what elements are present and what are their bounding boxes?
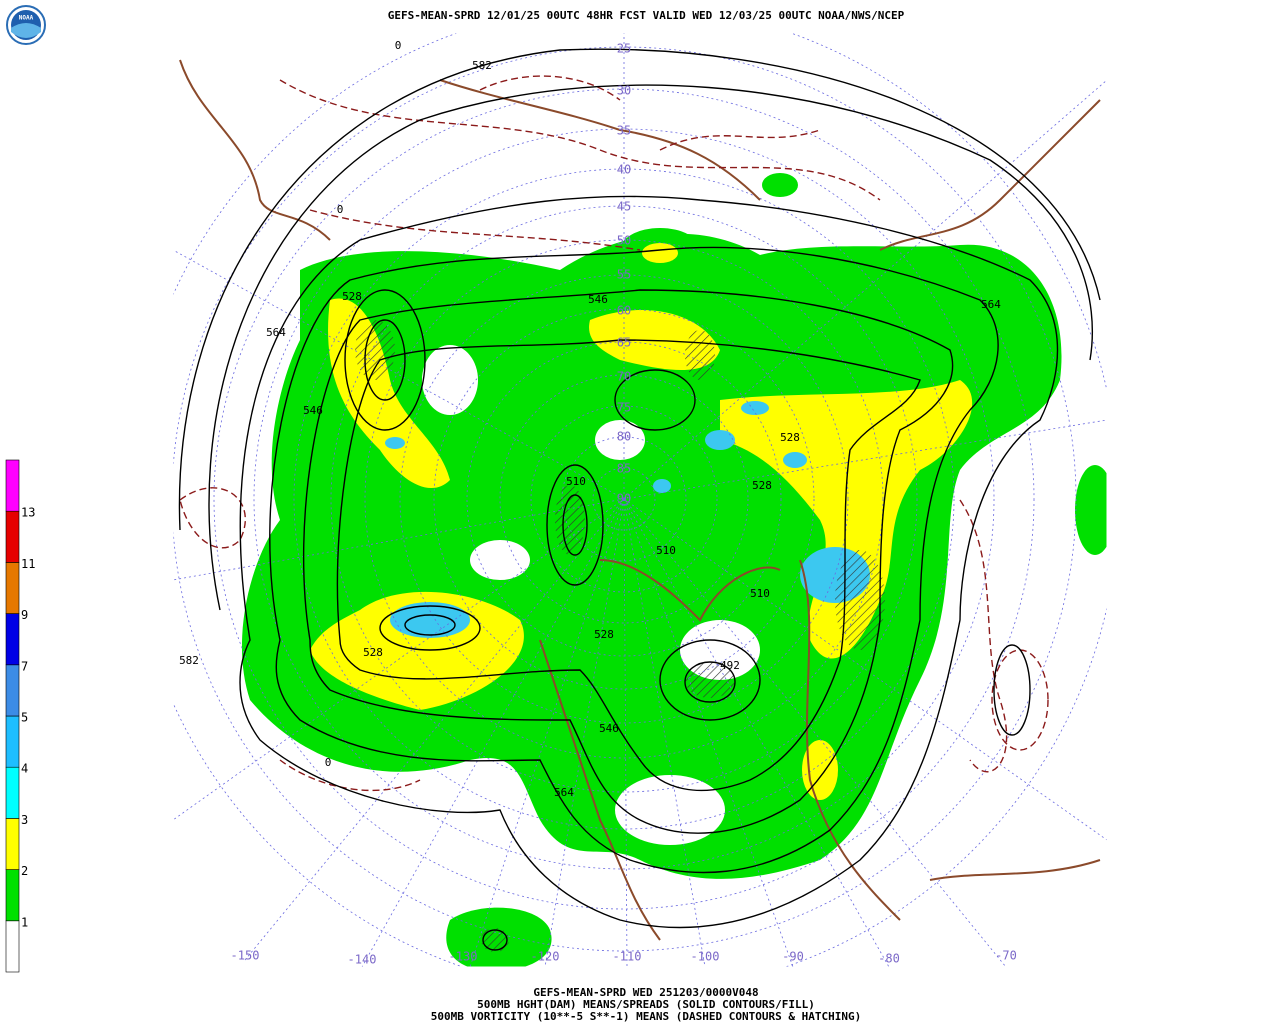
footer-line: GEFS-MEAN-SPRD WED 251203/0000V048	[533, 986, 758, 999]
contour-label: 510	[656, 544, 676, 557]
contour-label: 564	[981, 298, 1001, 311]
colorbar-label: 2	[21, 864, 28, 878]
latitude-label: 30	[617, 84, 631, 98]
colorbar-segment	[5, 664, 20, 717]
contour-label: 510	[566, 475, 586, 488]
colorbar-segment	[5, 510, 20, 563]
footer-line: 500MB VORTICITY (10**-5 S**-1) MEANS (DA…	[431, 1010, 861, 1023]
contour-label: 0	[337, 203, 344, 216]
footer-line: 500MB HGHT(DAM) MEANS/SPREADS (SOLID CON…	[477, 998, 815, 1011]
colorbar-label: 11	[21, 557, 35, 571]
latitude-label: 90	[617, 492, 631, 506]
contour-label: 492	[720, 659, 740, 672]
height-contours	[178, 48, 1101, 951]
contour-label: 564	[266, 326, 286, 339]
colorbar: 1 2 3 4 5 7 9 11 13	[5, 459, 35, 973]
title: GEFS-MEAN-SPRD 12/01/25 00UTC 48HR FCST …	[388, 9, 905, 22]
contour-label: 0	[395, 39, 402, 52]
longitude-label: -80	[878, 952, 900, 966]
contour-label: 582	[179, 654, 199, 667]
colorbar-label: 9	[21, 608, 28, 622]
colorbar-label: 5	[21, 711, 28, 725]
latitude-label: 55	[617, 268, 631, 282]
colorbar-label: 4	[21, 762, 28, 776]
contour-label: 546	[303, 404, 323, 417]
latitude-label: 50	[617, 234, 631, 248]
colorbar-segment	[5, 818, 20, 870]
logo-text: NOAA	[19, 15, 34, 22]
footer: GEFS-MEAN-SPRD WED 251203/0000V048500MB …	[431, 986, 861, 1023]
colorbar-segment	[5, 459, 20, 512]
noaa-logo: NOAA	[6, 5, 46, 45]
colorbar-segment	[5, 920, 20, 973]
spread-holes	[422, 345, 760, 845]
longitude-label: -70	[995, 949, 1017, 963]
longitude-label: -100	[691, 950, 720, 964]
contour-label: 528	[752, 479, 772, 492]
colorbar-segment	[5, 715, 20, 768]
latitude-label: 80	[617, 430, 631, 444]
latitude-label: 85	[617, 462, 631, 476]
contour-label: 0	[325, 756, 332, 769]
contour-label: 546	[588, 293, 608, 306]
longitude-label: -150	[231, 949, 260, 963]
latitude-label: 40	[617, 163, 631, 177]
colorbar-segment	[5, 869, 20, 922]
colorbar-label: 1	[21, 915, 28, 929]
vorticity-contours	[179, 75, 1049, 792]
latitude-label: 75	[617, 401, 631, 415]
longitude-label: -90	[782, 950, 804, 964]
colorbar-segment	[5, 766, 20, 819]
contour-label: 528	[594, 628, 614, 641]
map-labels: 25 30 35 40 45 50 55 60 65 70 75 80 85 90 -150 -140 -130…	[179, 39, 1017, 967]
contour-label: 510	[750, 587, 770, 600]
colorbar-segment	[5, 562, 20, 614]
longitude-label: -120	[531, 950, 560, 964]
longitude-label: -110	[613, 950, 642, 964]
map-frame	[172, 32, 1108, 968]
latitude-label: 45	[617, 200, 631, 214]
colorbar-label: 7	[21, 659, 28, 673]
contour-label: 564	[554, 786, 574, 799]
latitude-label: 65	[617, 336, 631, 350]
latitude-label: 35	[617, 124, 631, 138]
longitude-label: -130	[449, 950, 478, 964]
contour-label: 528	[363, 646, 383, 659]
longitude-label: -140	[348, 953, 377, 967]
contour-label: 582	[472, 59, 492, 72]
contour-label: 528	[342, 290, 362, 303]
latitude-label: 70	[617, 370, 631, 384]
colorbar-segment	[5, 613, 20, 666]
colorbar-label: 13	[21, 506, 35, 520]
contour-label: 528	[780, 431, 800, 444]
latitude-label: 25	[617, 42, 631, 56]
colorbar-label: 3	[21, 813, 28, 827]
lat-lon-grid	[173, 33, 1107, 967]
latitude-label: 60	[617, 304, 631, 318]
map: 25 30 35 40 45 50 55 60 65 70 75 80 85 90 -150 -140 -130…	[173, 33, 1107, 967]
contour-label: 546	[599, 722, 619, 735]
